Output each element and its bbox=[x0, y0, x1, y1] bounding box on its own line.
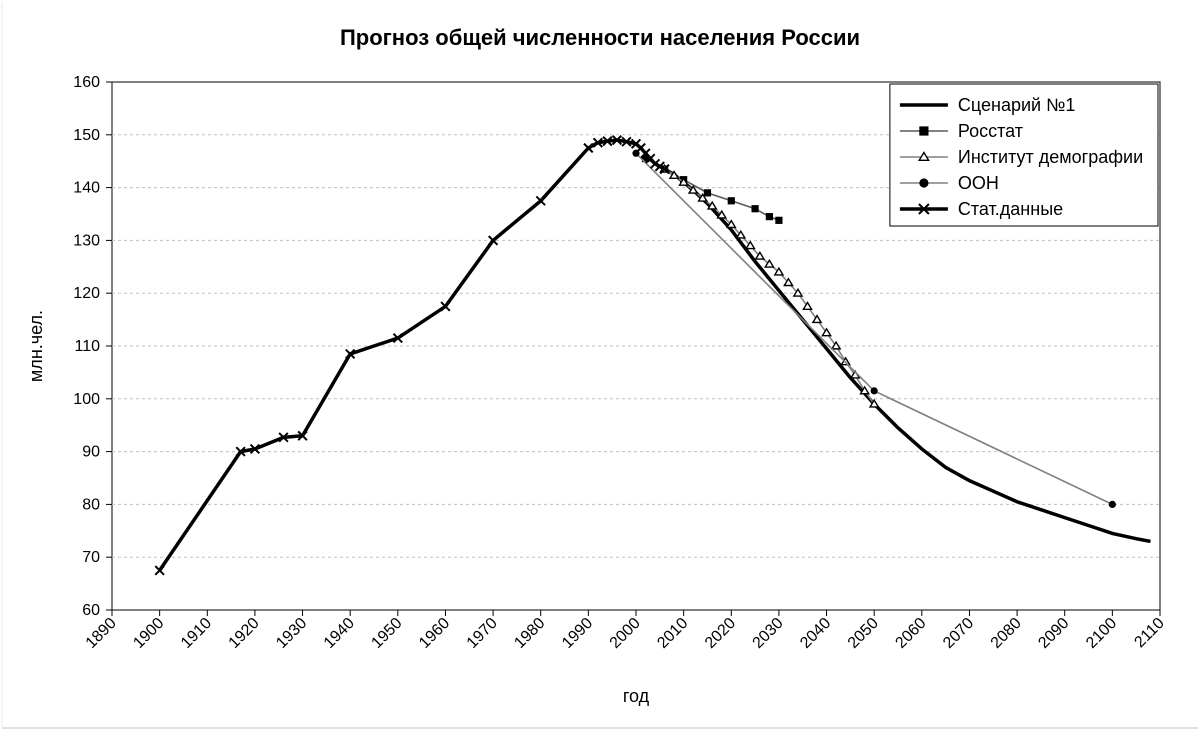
x-tick-label: 1970 bbox=[464, 615, 501, 652]
y-tick-label: 90 bbox=[82, 444, 100, 461]
x-tick-label: 2080 bbox=[988, 615, 1025, 652]
y-tick-label: 110 bbox=[74, 338, 100, 355]
y-axis-label: млн.чел. bbox=[26, 310, 46, 382]
x-tick-label: 2090 bbox=[1035, 615, 1072, 652]
legend-label: Сценарий №1 bbox=[958, 95, 1076, 115]
x-tick-label: 2060 bbox=[892, 615, 929, 652]
y-tick-label: 120 bbox=[73, 285, 100, 302]
y-tick-label: 140 bbox=[73, 180, 100, 197]
y-tick-label: 60 bbox=[82, 602, 100, 619]
y-tick-label: 80 bbox=[82, 496, 100, 513]
legend-label: Институт демографии bbox=[958, 147, 1143, 167]
legend-label: ООН bbox=[958, 173, 999, 193]
x-tick-label: 2000 bbox=[607, 615, 644, 652]
population-forecast-chart: Прогноз общей численности населения Росс… bbox=[0, 0, 1200, 731]
x-tick-label: 2070 bbox=[940, 615, 977, 652]
legend-label: Стат.данные bbox=[958, 199, 1063, 219]
legend: Сценарий №1 Росстат Институт демографии ООН… bbox=[890, 84, 1158, 226]
x-tick-label: 2100 bbox=[1083, 615, 1120, 652]
chart-title: Прогноз общей численности населения Росс… bbox=[340, 25, 860, 50]
y-tick-label: 100 bbox=[73, 391, 100, 408]
x-tick-label: 1950 bbox=[368, 615, 405, 652]
x-tick-label: 2110 bbox=[1131, 615, 1167, 651]
x-tick-label: 1910 bbox=[178, 615, 215, 652]
x-tick-label: 2030 bbox=[750, 615, 787, 652]
x-tick-label: 2040 bbox=[797, 615, 834, 652]
x-tick-label: 1990 bbox=[559, 615, 596, 652]
legend-label: Росстат bbox=[958, 121, 1023, 141]
y-tick-label: 150 bbox=[73, 127, 100, 144]
y-tick-label: 130 bbox=[73, 232, 100, 249]
x-tick-label: 1930 bbox=[273, 615, 310, 652]
x-tick-label: 1980 bbox=[511, 615, 548, 652]
x-tick-label: 1960 bbox=[416, 615, 453, 652]
x-tick-label: 1900 bbox=[130, 615, 167, 652]
series-line bbox=[160, 140, 665, 570]
chart-svg: Прогноз общей численности населения Росс… bbox=[0, 0, 1200, 731]
x-tick-label: 2020 bbox=[702, 615, 739, 652]
x-axis-label: год bbox=[623, 686, 650, 706]
x-tick-label: 1920 bbox=[226, 615, 263, 652]
x-tick-label: 1940 bbox=[321, 615, 358, 652]
series-Стат.данные bbox=[155, 136, 669, 575]
x-tick-label: 2050 bbox=[845, 615, 882, 652]
y-tick-label: 160 bbox=[73, 74, 100, 91]
y-tick-label: 70 bbox=[82, 549, 100, 566]
x-tick-label: 2010 bbox=[654, 615, 691, 652]
x-tick-label: 1890 bbox=[83, 615, 120, 652]
